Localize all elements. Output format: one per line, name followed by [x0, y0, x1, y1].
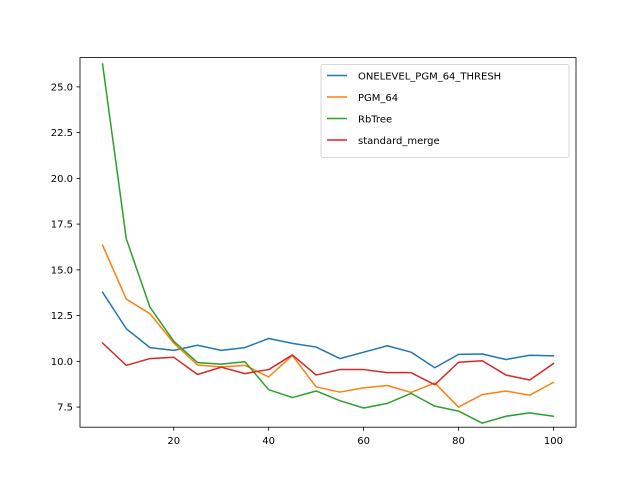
series-line-0	[101, 291, 555, 369]
y-axis: 7.5 10.0 12.5 15.0 17.5 20.0 22.5 25.0	[51, 82, 80, 414]
y-tick-label: 15.0	[51, 265, 73, 276]
legend-label-2: RbTree	[358, 115, 392, 126]
x-tick-label: 20	[167, 436, 180, 447]
legend-label-0: ONELEVEL_PGM_64_THRESH	[358, 72, 501, 83]
series-line-2	[101, 63, 555, 424]
y-tick-label: 7.5	[57, 403, 73, 414]
y-tick-label: 20.0	[51, 174, 73, 185]
series-line-1	[101, 244, 555, 408]
x-tick-label: 100	[544, 436, 563, 447]
axes-frame	[79, 57, 577, 428]
x-tick-label: 80	[452, 436, 465, 447]
y-tick-label: 25.0	[51, 82, 73, 93]
legend-label-1: PGM_64	[358, 93, 398, 104]
y-tick-label: 12.5	[51, 311, 73, 322]
legend-frame	[320, 64, 570, 158]
y-tick-label: 17.5	[51, 220, 73, 231]
x-tick-label: 40	[262, 436, 275, 447]
plot-lines	[101, 63, 555, 424]
series-line-3	[101, 341, 555, 386]
legend-label-3: standard_merge	[358, 136, 440, 147]
x-axis: 20 40 60 80 100	[167, 427, 563, 447]
y-tick-label: 22.5	[51, 128, 73, 139]
legend: ONELEVEL_PGM_64_THRESH PGM_64 RbTree standa…	[320, 64, 570, 158]
y-tick-label: 10.0	[51, 357, 73, 368]
x-tick-label: 60	[357, 436, 370, 447]
